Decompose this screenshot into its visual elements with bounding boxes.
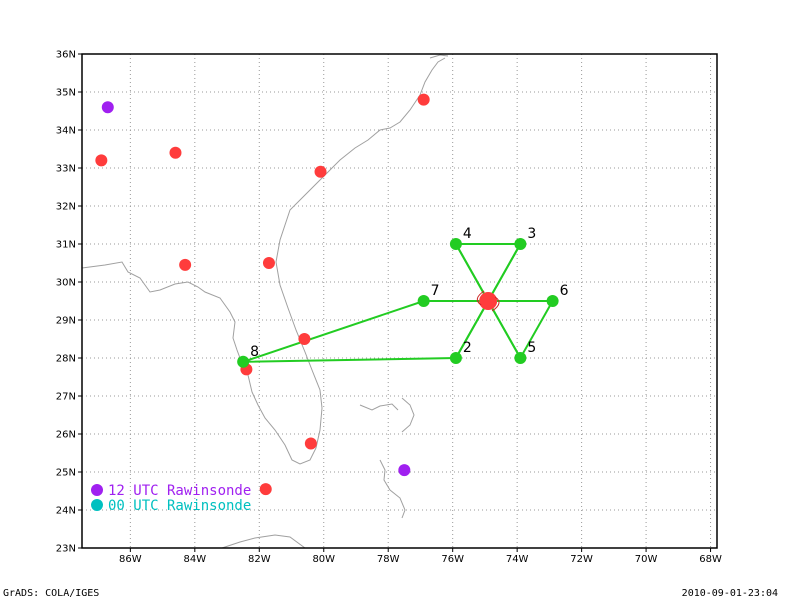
lat-tick-label: 36N (56, 50, 76, 61)
dropsonde-marker (449, 352, 462, 364)
dropsonde-marker (237, 355, 250, 368)
lon-tick-label: 84W (184, 554, 207, 565)
lat-tick-label: 34N (56, 126, 76, 137)
lon-tick-label: 78W (377, 554, 400, 565)
coastline-segment (429, 54, 449, 59)
lon-tick-label: 70W (635, 554, 658, 565)
lat-tick-label: 29N (56, 316, 76, 327)
legend-12utc-label: 12 UTC Rawinsonde (108, 483, 251, 499)
coastline-segment (81, 57, 446, 465)
lat-tick-label: 26N (56, 430, 76, 441)
dropsonde-label: 2 (463, 340, 472, 356)
lon-tick-label: 76W (441, 554, 464, 565)
rawinsonde-12utc-marker (398, 464, 411, 477)
lat-tick-label: 35N (56, 88, 76, 99)
storm-center (476, 290, 500, 312)
lat-tick-label: 28N (56, 354, 76, 365)
hurricane-arm (491, 296, 500, 312)
lon-tick-label: 72W (570, 554, 593, 565)
legend-00utc-label: 00 UTC Rawinsonde (108, 498, 251, 514)
station-marker (417, 93, 430, 106)
lat-tick-label: 23N (56, 544, 76, 555)
dropsonde-marker (514, 352, 527, 364)
coastline-segment (379, 459, 406, 519)
lon-tick-label: 82W (248, 554, 271, 565)
lon-tick-label: 86W (119, 554, 142, 565)
station-marker (298, 333, 311, 345)
dropsonde-label: 4 (463, 226, 472, 242)
hurricane-arm (476, 290, 485, 306)
flight-leg (487, 243, 522, 302)
coastline-segment (359, 403, 399, 411)
station-marker (314, 165, 327, 178)
dropsonde-label: 3 (527, 226, 536, 242)
rawinsonde-12utc-marker (101, 101, 114, 114)
footer-credit: GrADS: COLA/IGES (3, 588, 100, 599)
station-marker (95, 154, 108, 167)
lon-tick-label: 68W (699, 554, 722, 565)
dropsonde-label: 5 (527, 340, 536, 356)
axes: 86W 84W 82W 80W 78W 76W 74W 72W 70W 68W 23N 24N 25N 2… (56, 50, 722, 566)
dropsonde-label: 8 (250, 344, 259, 360)
lat-tick-label: 24N (56, 506, 76, 517)
flight-leg (455, 300, 490, 359)
dropsonde-label: 7 (431, 283, 440, 299)
lat-tick-label: 27N (56, 392, 76, 403)
station-marker (259, 483, 272, 496)
station-marker (262, 257, 275, 269)
station-marker (179, 258, 192, 271)
coastline-segment (401, 397, 415, 433)
lat-tick-label: 30N (56, 278, 76, 289)
dropsonde-points: 2 3 4 5 6 7 8 (237, 226, 569, 368)
dropsonde-label: 6 (560, 283, 569, 299)
legend-00utc-marker (91, 499, 103, 511)
dropsonde-marker (417, 295, 430, 307)
lat-tick-label: 25N (56, 468, 76, 479)
lat-tick-label: 32N (56, 202, 76, 213)
lat-tick-label: 31N (56, 240, 76, 251)
legend: 12 UTC Rawinsonde 00 UTC Rawinsonde (91, 483, 251, 514)
station-marker (304, 437, 317, 450)
stations (95, 93, 430, 496)
lat-tick-label: 33N (56, 164, 76, 175)
lon-tick-label: 74W (506, 554, 529, 565)
dropsonde-marker (449, 238, 462, 250)
plot-frame (81, 53, 718, 549)
dropsonde-marker (514, 238, 527, 250)
coastline-segment (221, 534, 306, 549)
legend-12utc-marker (91, 484, 103, 496)
hurricane-symbol-icon (479, 292, 498, 310)
station-marker (169, 146, 182, 159)
coastline (81, 54, 449, 549)
footer-timestamp: 2010-09-01-23:04 (681, 588, 778, 599)
dropsonde-marker (546, 295, 559, 307)
lon-tick-label: 80W (312, 554, 335, 565)
